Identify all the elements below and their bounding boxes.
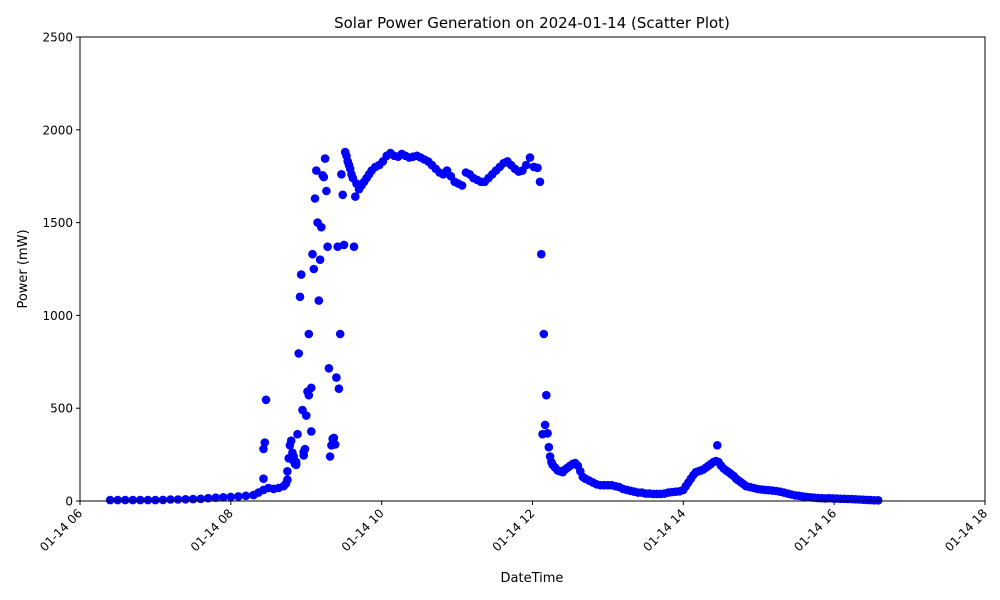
data-point xyxy=(188,494,198,504)
data-point xyxy=(713,441,722,450)
x-axis-label: DateTime xyxy=(501,571,564,586)
data-point xyxy=(259,444,268,454)
y-axis: 0 500 1000 1500 2000 2500 xyxy=(42,31,80,509)
data-point xyxy=(338,190,348,200)
data-point xyxy=(351,192,360,201)
data-point xyxy=(317,222,326,232)
data-point xyxy=(525,153,535,162)
data-point xyxy=(521,160,531,170)
chart-title: Solar Power Generation on 2024-01-14 (Sc… xyxy=(334,14,730,32)
data-point xyxy=(304,390,314,400)
data-point xyxy=(330,440,340,449)
data-point xyxy=(286,436,296,446)
y-tick-label: 1500 xyxy=(42,216,73,230)
data-point xyxy=(315,255,325,264)
y-tick-label: 0 xyxy=(65,495,73,509)
data-point xyxy=(299,451,309,460)
data-point xyxy=(283,467,292,476)
data-points xyxy=(105,147,883,505)
data-point xyxy=(307,427,316,436)
data-point xyxy=(143,495,153,505)
data-point xyxy=(241,491,251,501)
data-point xyxy=(291,457,301,467)
data-point xyxy=(335,329,345,339)
data-point xyxy=(120,495,130,505)
data-point xyxy=(320,154,330,163)
data-point xyxy=(128,495,138,505)
data-point xyxy=(319,172,329,182)
data-point xyxy=(308,249,317,259)
data-point xyxy=(533,163,542,173)
y-tick-label: 500 xyxy=(50,402,73,416)
data-point xyxy=(166,495,175,504)
data-point xyxy=(334,384,344,394)
data-point xyxy=(314,296,324,305)
data-point xyxy=(261,395,271,405)
data-point xyxy=(293,429,302,439)
data-point xyxy=(158,495,168,505)
data-point xyxy=(322,186,331,196)
y-tick-label: 2500 xyxy=(42,31,73,45)
data-point xyxy=(136,495,145,505)
data-point xyxy=(173,495,183,504)
data-point xyxy=(296,270,306,279)
data-point xyxy=(219,493,228,502)
data-point xyxy=(540,420,550,430)
data-point xyxy=(211,493,221,503)
data-point xyxy=(203,493,213,503)
data-point xyxy=(310,194,320,203)
data-point xyxy=(304,329,314,339)
data-point xyxy=(337,170,346,179)
data-point xyxy=(283,475,292,485)
data-point xyxy=(324,364,334,373)
data-point xyxy=(537,249,546,259)
data-point xyxy=(339,240,349,250)
data-point xyxy=(151,495,160,505)
data-point xyxy=(332,373,341,382)
data-point xyxy=(323,242,332,251)
data-point xyxy=(226,492,236,502)
y-axis-label: Power (mW) xyxy=(16,229,31,308)
data-point xyxy=(312,166,321,175)
data-point xyxy=(543,429,552,438)
data-point xyxy=(260,438,270,447)
data-point xyxy=(307,383,316,393)
data-point xyxy=(196,494,205,504)
data-point xyxy=(349,242,359,251)
y-tick-label: 1000 xyxy=(42,309,73,323)
data-point xyxy=(325,452,335,461)
data-point xyxy=(302,411,311,420)
data-point xyxy=(309,264,319,274)
data-point xyxy=(259,474,268,484)
data-point xyxy=(300,444,310,454)
data-point xyxy=(329,433,339,443)
data-point xyxy=(544,442,554,452)
data-point xyxy=(539,329,549,339)
data-point xyxy=(873,496,883,505)
y-tick-label: 2000 xyxy=(42,123,73,137)
data-point xyxy=(181,495,190,504)
data-point xyxy=(542,390,551,400)
data-point xyxy=(535,177,545,187)
data-point xyxy=(457,181,467,190)
data-point xyxy=(295,292,305,302)
data-point xyxy=(294,349,304,358)
data-point xyxy=(113,495,122,505)
data-point xyxy=(234,492,243,501)
data-point xyxy=(105,495,115,505)
